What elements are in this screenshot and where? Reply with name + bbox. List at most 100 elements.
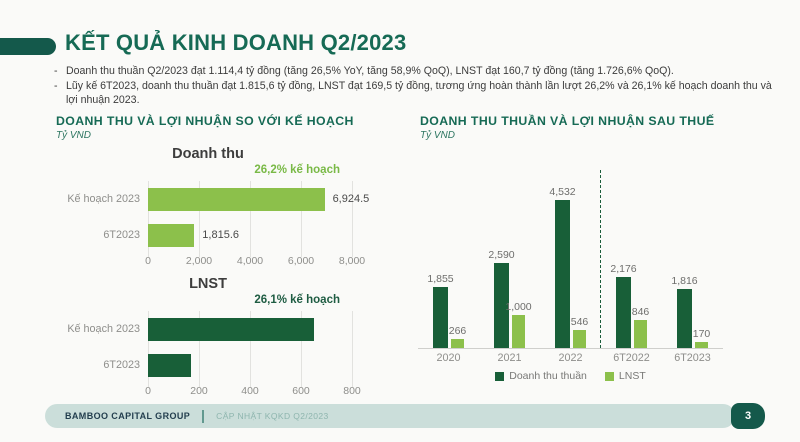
gridline (352, 181, 353, 257)
lnst-bar: 266 (449, 325, 466, 348)
category-axis: 2020 2021 2022 6T2022 6T2023 (418, 352, 723, 364)
bar-row: Kế hoạch 2023 (52, 311, 364, 347)
gridline (352, 311, 353, 387)
category-label: 6T2023 (103, 229, 140, 241)
bar-value-label: 546 (570, 316, 589, 329)
category-label: 2022 (558, 352, 583, 364)
net-revenue-bar: 1,855 (427, 273, 454, 348)
category-label: Kế hoạch 2023 (67, 323, 140, 335)
gridline (250, 181, 251, 257)
right-section-header: DOANH THU THUẦN VÀ LỢI NHUẬN SAU THUẾ Tỷ… (420, 114, 714, 141)
x-tick-label: 8,000 (338, 255, 366, 267)
x-tick-label: 800 (343, 385, 361, 397)
net-revenue-bar: 1,816 (671, 275, 698, 348)
left-section-title: DOANH THU VÀ LỢI NHUẬN SO VỚI KẾ HOẠCH (56, 114, 354, 128)
category-label: 2021 (497, 352, 522, 364)
legend-item: LNST (604, 370, 646, 382)
footer-bar: BAMBOO CAPITAL GROUP CẬP NHẬT KQKD Q2/20… (45, 404, 735, 428)
summary-bullets: - Doanh thu thuần Q2/2023 đạt 1.114,4 tỷ… (54, 64, 772, 108)
x-tick-label: 0 (145, 385, 151, 397)
bullet-text: Lũy kế 6T2023, doanh thu thuần đạt 1.815… (66, 79, 772, 107)
category-label: 6T2023 (674, 352, 711, 364)
bar (148, 187, 325, 211)
chart-legend: Doanh thu thuần LNST (418, 370, 723, 382)
bar-group: 1,816 170 (662, 160, 723, 348)
bar-track: 1,815.6 (148, 223, 352, 247)
bar (148, 353, 192, 377)
bar-value-label: 1,815.6 (202, 229, 239, 241)
lnst-bar: 170 (693, 328, 710, 348)
bar-value-label: 846 (631, 306, 650, 319)
legend-swatch (495, 371, 505, 381)
bar-group: 4,532 546 (540, 160, 601, 348)
revenue-profit-by-year-chart: 1,855 266 2,590 1,000 4,532 546 2,176 846 1,816 1… (418, 160, 723, 382)
bullet-dash: - (54, 65, 58, 77)
gridline (250, 311, 251, 387)
gridlines (148, 311, 353, 387)
lnst-vs-plan-chart: LNST 26,1% kế hoạch Kế hoạch 2023 6T2023 0 20… (52, 276, 364, 399)
legend-item: Doanh thu thuần (495, 370, 587, 382)
revenue-vs-plan-chart: Doanh thu 26,2% kế hoạch Kế hoạch 2023 6,92… (52, 146, 369, 269)
forecast-separator-line (600, 170, 601, 348)
bar-value-label: 1,000 (505, 301, 532, 314)
bar-value-label: 2,590 (488, 249, 515, 262)
gridline (199, 311, 200, 387)
chart-title: Doanh thu (172, 146, 244, 162)
x-tick-label: 0 (145, 255, 151, 267)
footer-divider (202, 409, 205, 423)
page-title: KẾT QUẢ KINH DOANH Q2/2023 (65, 30, 407, 55)
bar-group: 1,855 266 (418, 160, 479, 348)
net-revenue-bar: 2,176 (610, 263, 637, 348)
lnst-bar: 546 (571, 316, 588, 348)
chart-body: Kế hoạch 2023 6T2023 0 200 400 600 800 (52, 311, 364, 399)
bullet-item: - Doanh thu thuần Q2/2023 đạt 1.114,4 tỷ… (54, 64, 772, 79)
bar-value-label: 1,855 (427, 273, 454, 286)
bar-track (148, 317, 352, 341)
gridline (301, 181, 302, 257)
bar-track: 6,924.5 (148, 187, 369, 211)
lnst-bar: 1,000 (505, 301, 532, 348)
bullet-text: Doanh thu thuần Q2/2023 đạt 1.114,4 tỷ đ… (66, 65, 674, 77)
bar-value-label: 170 (692, 328, 711, 341)
x-tick-label: 6,000 (287, 255, 315, 267)
page-number-badge: 3 (731, 403, 765, 429)
bar-row: 6T2023 (52, 347, 364, 383)
bar-group: 2,176 846 (601, 160, 662, 348)
x-tick-label: 200 (190, 385, 208, 397)
category-label: 2020 (436, 352, 461, 364)
right-section-title: DOANH THU THUẦN VÀ LỢI NHUẬN SAU THUẾ (420, 114, 715, 128)
left-section-header: DOANH THU VÀ LỢI NHUẬN SO VỚI KẾ HOẠCH T… (56, 114, 354, 141)
bar-value-label: 4,532 (549, 186, 576, 198)
bullet-dash: - (54, 79, 58, 92)
chart-body: Kế hoạch 2023 6,924.5 6T2023 1,815.6 0 2,000 4… (52, 181, 369, 269)
gridline (148, 181, 149, 257)
x-tick-label: 400 (241, 385, 259, 397)
category-label: 6T2023 (103, 359, 140, 371)
category-label: Kế hoạch 2023 (67, 193, 140, 205)
bar-rows: Kế hoạch 2023 6,924.5 6T2023 1,815.6 (52, 181, 369, 253)
x-axis-ticks: 0 2,000 4,000 6,000 8,000 (145, 255, 365, 269)
bar-value-label: 266 (448, 325, 467, 338)
plot-area: 1,855 266 2,590 1,000 4,532 546 2,176 846 1,816 1… (418, 160, 723, 349)
lnst-bar: 846 (632, 306, 649, 348)
title-accent-bar (0, 38, 56, 55)
gridline (301, 311, 302, 387)
bar-track (148, 353, 352, 377)
legend-label: LNST (618, 370, 646, 382)
footer-caption: CẬP NHẬT KQKD Q2/2023 (216, 411, 329, 421)
bar-row: 6T2023 1,815.6 (52, 217, 364, 253)
plan-completion-annotation: 26,2% kế hoạch (254, 164, 340, 176)
chart-title: LNST (189, 276, 227, 292)
left-section-unit: Tỷ VND (56, 130, 91, 141)
bar (148, 223, 195, 247)
legend-label: Doanh thu thuần (509, 370, 587, 382)
net-revenue-bar: 4,532 (549, 186, 576, 348)
category-label: 6T2022 (613, 352, 650, 364)
bar-value-label: 1,816 (671, 274, 698, 287)
bullet-item: - Lũy kế 6T2023, doanh thu thuần đạt 1.8… (54, 79, 772, 108)
x-axis-ticks: 0 200 400 600 800 (145, 385, 361, 399)
plan-completion-annotation: 26,1% kế hoạch (254, 294, 340, 306)
bar-rows: Kế hoạch 2023 6T2023 (52, 311, 364, 383)
gridline (199, 181, 200, 257)
bar-row: Kế hoạch 2023 6,924.5 (52, 181, 369, 217)
